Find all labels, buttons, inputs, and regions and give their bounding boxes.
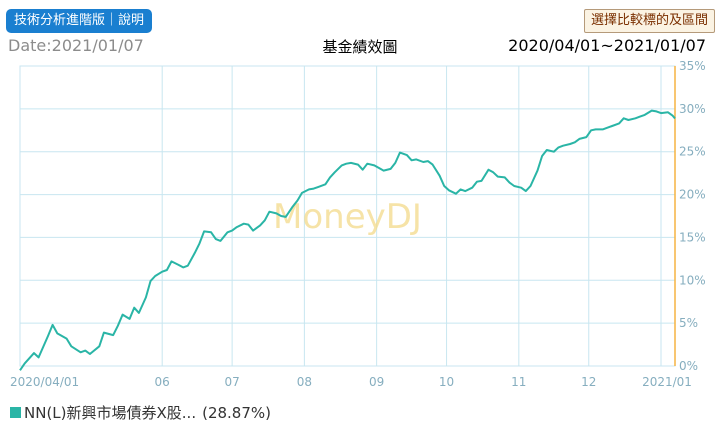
x-tick-label: 09 bbox=[369, 375, 384, 389]
x-tick-label: 2020/04/01 bbox=[10, 375, 79, 389]
x-tick-label: 12 bbox=[581, 375, 596, 389]
y-tick-label: 0% bbox=[679, 359, 698, 373]
y-tick-label: 30% bbox=[679, 102, 706, 116]
x-tick-label: 2021/01 bbox=[642, 375, 692, 389]
x-tick-label: 06 bbox=[155, 375, 170, 389]
y-tick-label: 10% bbox=[679, 273, 706, 287]
x-tick-label: 10 bbox=[439, 375, 454, 389]
x-tick-label: 11 bbox=[511, 375, 526, 389]
chart-title: 基金績效圖 bbox=[322, 38, 398, 56]
chart-marks bbox=[19, 109, 676, 371]
compare-select-button[interactable]: 選擇比較標的及區間 bbox=[583, 9, 715, 33]
series-line bbox=[19, 109, 676, 371]
legend-series-name: NN(L)新興市場債券X股... bbox=[24, 404, 197, 422]
y-tick-label: 5% bbox=[679, 316, 698, 330]
performance-chart: MoneyDJ 0% 5% 10% 15% 20% 25% 30% 35% 2020/04/01… bbox=[10, 60, 706, 389]
date-label: Date:2021/01/07 bbox=[8, 36, 144, 55]
y-tick-label: 20% bbox=[679, 188, 706, 202]
axis-labels: 0% 5% 10% 15% 20% 25% 30% 35% 2020/04/01 06 07 08 09… bbox=[10, 60, 706, 389]
x-tick-label: 07 bbox=[224, 375, 239, 389]
date-range-label: 2020/04/01~2021/01/07 bbox=[508, 36, 706, 55]
advanced-analysis-button[interactable]: 技術分析進階版｜說明 bbox=[6, 9, 153, 33]
y-tick-label: 15% bbox=[679, 230, 706, 244]
x-tick-label: 08 bbox=[297, 375, 312, 389]
chart-grid bbox=[19, 65, 676, 367]
legend: NN(L)新興市場債券X股... (28.87%) bbox=[10, 402, 271, 423]
watermark: MoneyDJ bbox=[273, 197, 422, 237]
y-tick-label: 35% bbox=[679, 60, 706, 73]
y-tick-label: 25% bbox=[679, 145, 706, 159]
legend-return-value: (28.87%) bbox=[202, 404, 271, 422]
chart-header: 技術分析進階版｜說明 選擇比較標的及區間 Date:2021/01/07 基金績… bbox=[0, 0, 720, 60]
legend-swatch bbox=[10, 407, 21, 418]
